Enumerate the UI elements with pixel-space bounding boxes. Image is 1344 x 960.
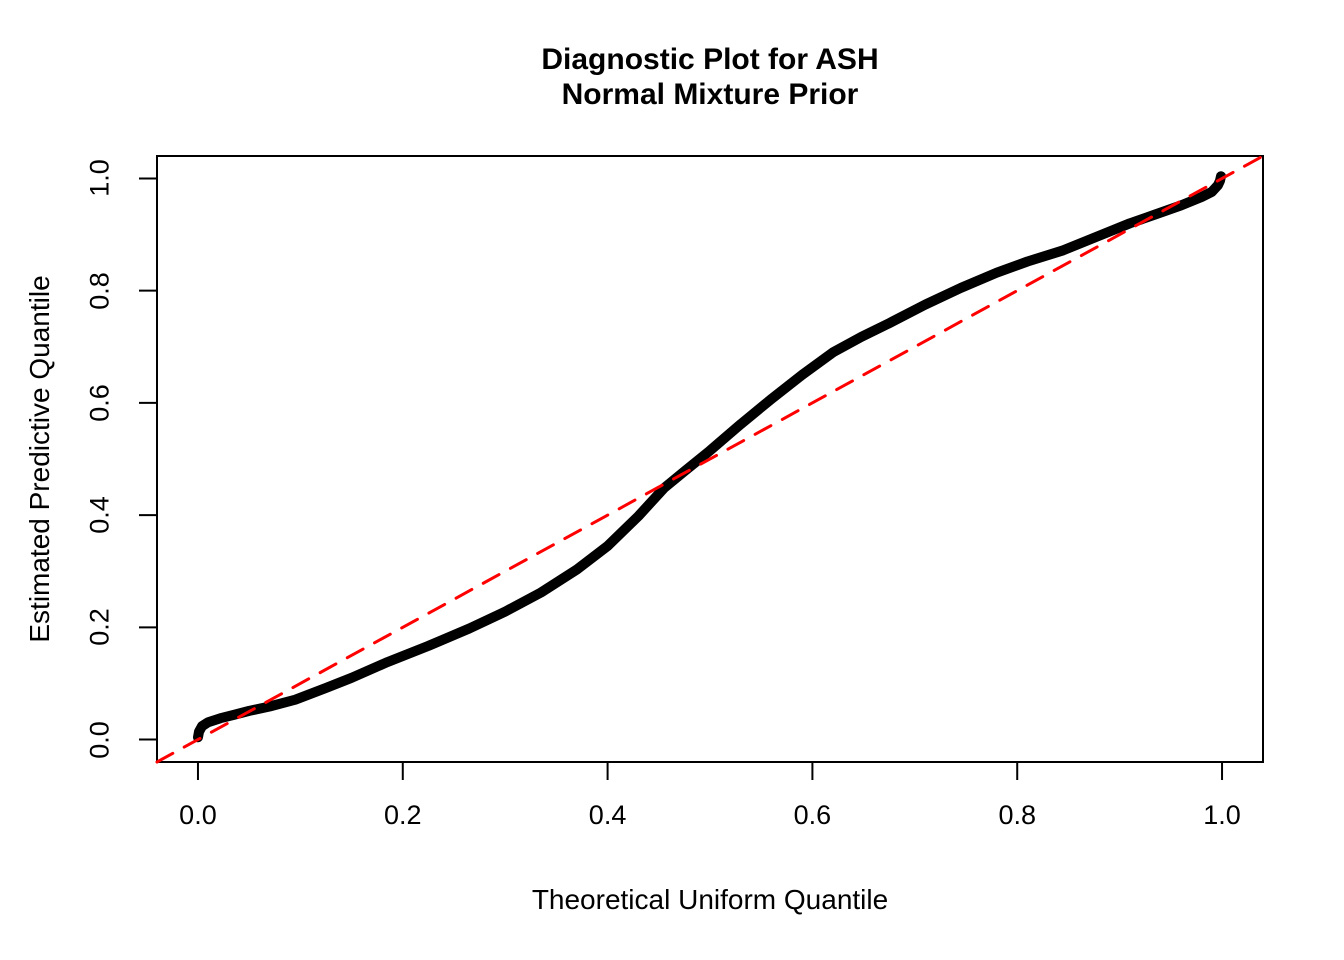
- y-tick-label: 1.0: [84, 159, 115, 198]
- estimated-vs-theoretical-quantile-curve: [193, 171, 1226, 743]
- y-tick-label: 0.4: [84, 496, 115, 534]
- y-axis-title: Estimated Predictive Quantile: [24, 275, 55, 643]
- chart-title-line1: Diagnostic Plot for ASH: [541, 43, 879, 76]
- x-tick-label: 0.4: [588, 800, 627, 830]
- y-tick-label: 0.6: [84, 384, 115, 422]
- plot-frame: [156, 155, 1264, 763]
- x-tick-label: 0.8: [998, 800, 1036, 830]
- chart-title-line2: Normal Mixture Prior: [561, 78, 859, 111]
- x-tick-label: 1.0: [1203, 800, 1241, 830]
- x-tick-label: 0.2: [383, 800, 422, 830]
- y-tick-label: 0.0: [84, 720, 115, 759]
- y-tick-label: 0.8: [84, 271, 115, 310]
- identity-reference-line: [155, 154, 1265, 764]
- chart-title: Diagnostic Plot for ASH Normal Mixture P…: [157, 42, 1263, 112]
- x-tick-label: 0.0: [179, 800, 217, 830]
- y-tick-label: 0.2: [84, 608, 115, 647]
- x-axis-title: Theoretical Uniform Quantile: [531, 884, 889, 915]
- x-tick-label: 0.6: [793, 800, 832, 830]
